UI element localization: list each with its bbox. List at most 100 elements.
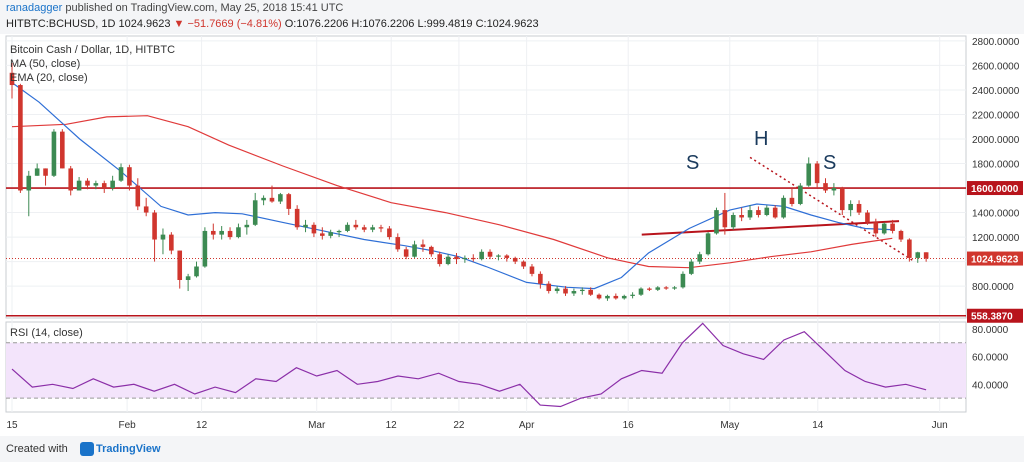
candle-body [923,252,929,259]
candle-body [487,251,493,257]
candle-body [831,188,837,191]
candle-body [848,203,853,211]
candle-body [907,239,912,258]
candle-body [529,266,535,274]
candle-body [18,85,23,191]
candle-body [236,227,241,238]
candle-body [278,194,283,202]
candle-body [856,203,862,213]
main-pane [5,35,967,319]
candle-body [546,283,552,292]
candle-body [135,185,141,207]
footer: Created with TradingView [0,436,1024,462]
candle-body [127,167,132,186]
publish-info: ranadagger published on TradingView.com,… [6,2,343,14]
candle-body [152,212,157,240]
candle-body [252,200,258,225]
candle-body [739,215,744,218]
time-tick-label: 22 [453,420,465,431]
candle-body [160,234,166,240]
last-price: 1024.9623 [118,18,171,30]
time-tick-label: 15 [6,420,18,431]
rsi-band [6,342,966,399]
candle-body [34,168,40,176]
price-tick-label: 1400.0000 [972,209,1020,220]
candle-body [403,249,409,257]
price-tick-label: 2400.0000 [972,86,1020,97]
candle-body [445,256,451,265]
candle-body [915,252,921,258]
candle-body [370,227,375,230]
price-tick-label: 2600.0000 [972,61,1020,72]
candle-body [697,254,703,262]
candle-body [68,168,74,191]
candle-body [462,257,468,260]
candle-body [185,276,191,280]
candle-body [605,295,610,299]
symbol-name: HITBTC:BCHUSD, 1D [6,18,116,30]
candle-body [395,237,401,250]
candle-body [890,223,895,231]
time-tick-label: 14 [812,420,824,431]
candle-body [504,255,510,258]
candle-body [563,288,568,294]
candle-body [420,244,426,247]
candle-body [227,230,233,238]
time-tick-label: Jun [932,420,948,431]
candle-body [261,197,266,201]
price-tick-label: 2800.0000 [972,37,1020,48]
candle-body [722,210,728,228]
created-with-text: Created with [6,443,68,455]
tradingview-logo-icon [80,442,94,456]
ema-legend[interactable]: EMA (20, close) [10,72,88,84]
candle-body [202,230,208,267]
candle-body [244,224,250,228]
axis-ticks: 800.00001000.00001200.00001400.00001600.… [6,37,1023,431]
candle-body [865,212,870,223]
candle-body [663,287,669,289]
author-link[interactable]: ranadagger [6,2,63,14]
candle-body [353,224,359,228]
tradingview-link[interactable]: TradingView [96,443,161,455]
candle-body [177,250,183,280]
chart-title: Bitcoin Cash / Dollar, 1D, HITBTC [10,44,176,56]
candle-body [647,288,652,290]
candle-body [454,256,459,260]
candle-body [898,230,904,240]
rsi-legend[interactable]: RSI (14, close) [10,327,83,339]
candle-body [9,72,15,86]
candle-body [269,197,275,202]
right-shoulder-label: S [823,152,837,174]
price-change: ▼ −51.7669 (−4.81%) [173,18,282,30]
downtrend-line [749,156,914,262]
price-tick-label: 2200.0000 [972,110,1020,121]
candle-body [672,287,677,289]
candle-body [412,244,417,257]
published-text: published on TradingView.com, May 25, 20… [65,2,344,14]
time-tick-label: May [720,420,739,431]
candle-body [538,273,543,284]
candle-body [479,251,484,260]
candle-body [823,183,828,191]
price-tick-label: 800.0000 [972,282,1014,293]
candle-body [781,197,786,218]
candle-body [143,206,149,213]
candle-body [613,295,619,299]
candle-body [470,257,476,260]
ma-legend[interactable]: MA (50, close) [10,58,81,70]
candle-body [387,228,392,238]
candle-body [76,180,82,191]
price-tag-label: 558.3870 [971,312,1013,323]
candle-body [588,289,593,295]
candle-body [51,131,57,176]
candle-body [621,295,627,299]
candle-body [194,266,199,277]
candle-body [579,289,585,292]
candle-body [839,188,845,211]
ema20-line [11,82,893,290]
candle-body [43,168,48,176]
candle-body [361,227,367,230]
time-tick-label: Apr [519,420,535,431]
candle-body [378,227,384,229]
